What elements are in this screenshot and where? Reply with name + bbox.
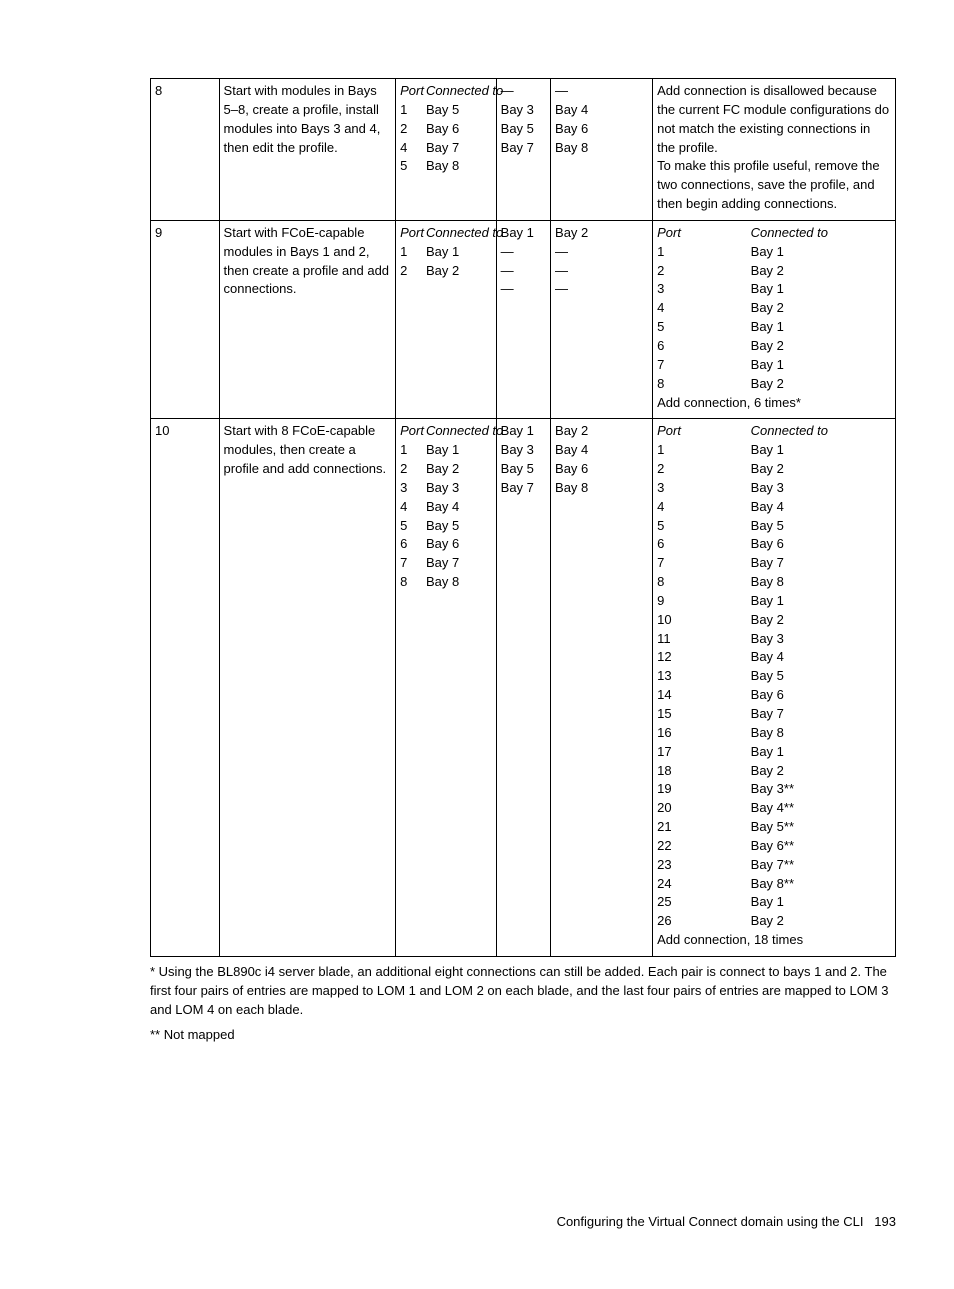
row-col5: Bay 2——— <box>551 220 653 418</box>
table-row: 8Start with modules in Bays 5–8, create … <box>151 79 896 221</box>
row-description: Start with FCoE-capable modules in Bays … <box>219 220 396 418</box>
page-footer: Configuring the Virtual Connect domain u… <box>150 1214 896 1229</box>
row-description: Start with 8 FCoE-capable modules, then … <box>219 419 396 957</box>
footer-title: Configuring the Virtual Connect domain u… <box>557 1214 864 1229</box>
footer-page-number: 193 <box>874 1214 896 1229</box>
port-connected-table: PortConnected to1Bay 12Bay 23Bay 34Bay 4… <box>400 422 505 592</box>
row-number: 10 <box>151 419 220 957</box>
table-row: 10Start with 8 FCoE-capable modules, the… <box>151 419 896 957</box>
table-row: 9Start with FCoE-capable modules in Bays… <box>151 220 896 418</box>
row-col4: Bay 1——— <box>496 220 550 418</box>
row-number: 8 <box>151 79 220 221</box>
row-col6: Add connection is disallowed because the… <box>653 79 896 221</box>
row-col4: Bay 1Bay 3Bay 5Bay 7 <box>496 419 550 957</box>
footnote-1: * Using the BL890c i4 server blade, an a… <box>150 963 896 1020</box>
inner-footer: Add connection, 18 times <box>657 931 891 950</box>
row-col3: PortConnected to1Bay 12Bay 23Bay 34Bay 4… <box>396 419 497 957</box>
row-col5: Bay 2Bay 4Bay 6Bay 8 <box>551 419 653 957</box>
row-col4: —Bay 3Bay 5Bay 7 <box>496 79 550 221</box>
inner-footer: Add connection, 6 times* <box>657 394 891 413</box>
port-connected-table: PortConnected to1Bay 12Bay 23Bay 34Bay 4… <box>657 422 891 931</box>
port-connected-table: PortConnected to1Bay 52Bay 64Bay 75Bay 8 <box>400 82 505 176</box>
row-number: 9 <box>151 220 220 418</box>
port-connected-table: PortConnected to1Bay 12Bay 23Bay 14Bay 2… <box>657 224 891 394</box>
row-col6: PortConnected to1Bay 12Bay 23Bay 34Bay 4… <box>653 419 896 957</box>
footnote-2: ** Not mapped <box>150 1026 896 1045</box>
port-connected-table: PortConnected to1Bay 12Bay 2 <box>400 224 505 281</box>
row-col3: PortConnected to1Bay 52Bay 64Bay 75Bay 8 <box>396 79 497 221</box>
row-col3: PortConnected to1Bay 12Bay 2 <box>396 220 497 418</box>
row-description: Start with modules in Bays 5–8, create a… <box>219 79 396 221</box>
main-table: 8Start with modules in Bays 5–8, create … <box>150 78 896 957</box>
row-col5: —Bay 4Bay 6Bay 8 <box>551 79 653 221</box>
row-col6: PortConnected to1Bay 12Bay 23Bay 14Bay 2… <box>653 220 896 418</box>
